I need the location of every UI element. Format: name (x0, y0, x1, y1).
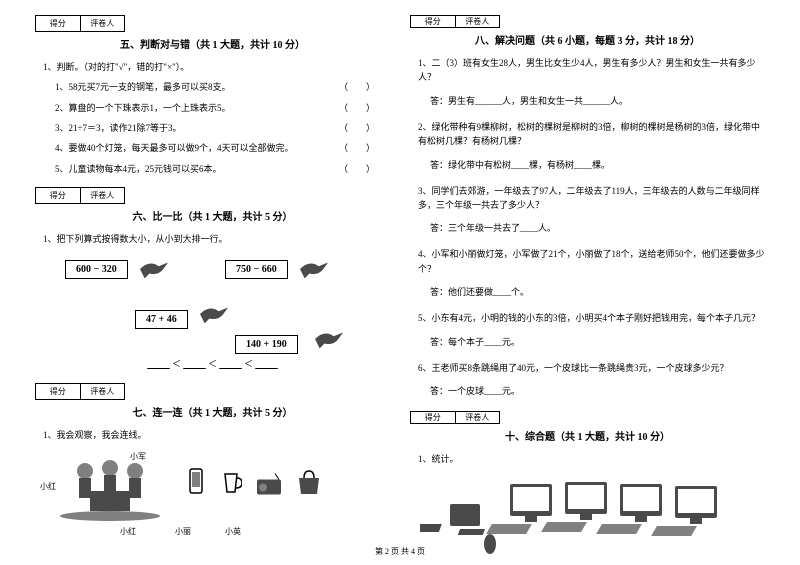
section-5-title: 五、判断对与错（共 1 大题，共计 10 分） (35, 36, 390, 51)
score-label: 得分 (36, 16, 81, 31)
q5-4: 4、要做40个灯笼，每天最多可以做9个，4天可以全部做完。（ ） (35, 141, 390, 155)
score-box-10: 得分 评卷人 (410, 411, 500, 424)
label-xl: 小丽 (175, 526, 191, 537)
q8-4: 4、小军和小丽做灯笼，小军做了21个，小丽做了18个，送给老师50个，他们还要做… (410, 247, 765, 276)
section-10-title: 十、综合题（共 1 大题，共计 10 分） (410, 428, 765, 443)
q5-3: 3、21÷7＝3，读作21除7等于3。（ ） (35, 121, 390, 135)
q8-6: 6、王老师买8条跳绳用了40元，一个皮球比一条跳绳贵3元，一个皮球多少元？ (410, 361, 765, 375)
a8-6: 答：一个皮球____元。 (430, 384, 765, 397)
calc-3: 47 + 46 (135, 310, 188, 329)
computer-diagram (410, 474, 765, 525)
reviewer-label: 评卷人 (456, 16, 500, 27)
section-6-intro: 1、把下列算式按得数大小，从小到大排一行。 (35, 232, 390, 246)
calc-2: 750 − 660 (225, 260, 288, 279)
reviewer-label: 评卷人 (81, 16, 125, 31)
bird-icon (135, 255, 173, 283)
phone-icon (185, 466, 207, 496)
q8-2: 2、绿化带种有9棵柳树，松树的棵树是柳树的3倍，柳树的棵树是杨树的3倍，绿化带中… (410, 120, 765, 149)
bird-icon (195, 300, 233, 328)
q8-1: 1、二（3）班有女生28人，男生比女生少4人，男生有多少人？男生和女生一共有多少… (410, 56, 765, 85)
bird-icon (295, 255, 333, 283)
q8-3: 3、同学们去郊游，一年级去了97人，二年级去了119人，三年级去的人数与二年级同… (410, 184, 765, 213)
score-box-7: 得分 评卷人 (35, 383, 125, 400)
label-xq: 小英 (225, 526, 241, 537)
reviewer-label: 评卷人 (81, 188, 125, 203)
radio-icon (255, 469, 283, 499)
q5-1: 1、58元买7元一支的钢笔，最多可以买8支。（ ） (35, 80, 390, 94)
section-6-title: 六、比一比（共 1 大题，共计 5 分） (35, 208, 390, 223)
bird-diagram: 600 − 320 750 − 660 47 + 46 140 + 190 ＜ … (35, 255, 390, 371)
label-xh: 小红 (120, 526, 136, 537)
section-8-title: 八、解决问题（共 6 小题，每题 3 分，共计 18 分） (410, 32, 765, 47)
bird-icon (310, 325, 348, 353)
score-label: 得分 (36, 384, 81, 399)
kids-group-icon (55, 456, 165, 521)
score-label: 得分 (411, 16, 456, 27)
a8-3: 答：三个年级一共去了____人。 (430, 221, 765, 234)
a8-2: 答：绿化带中有松树____棵，有杨树____棵。 (430, 158, 765, 171)
score-box-8: 得分 评卷人 (410, 15, 500, 28)
connect-diagram: 小军 小红 小红 小丽 小英 (35, 451, 390, 525)
bag-icon (295, 466, 323, 496)
compare-blanks: ＜ ＜ ＜ (35, 357, 390, 370)
page-footer: 第 2 页 共 4 页 (0, 546, 800, 557)
q5-2: 2、算盘的一个下珠表示1，一个上珠表示5。（ ） (35, 101, 390, 115)
reviewer-label: 评卷人 (81, 384, 125, 399)
calc-4: 140 + 190 (235, 335, 298, 354)
section-10-intro: 1、统计。 (410, 452, 765, 466)
score-label: 得分 (36, 188, 81, 203)
label-left: 小红 (40, 481, 56, 492)
section-7-intro: 1、我会观察，我会连线。 (35, 428, 390, 442)
calc-1: 600 − 320 (65, 260, 128, 279)
score-label: 得分 (411, 412, 456, 423)
section-5-intro: 1、判断。（对的打"√"，错的打"×"）。 (35, 60, 390, 74)
q8-5: 5、小东有4元，小明的钱的小东的3倍，小明买4个本子刚好把钱用完，每个本子几元？ (410, 311, 765, 325)
a8-4: 答：他们还要做____个。 (430, 285, 765, 298)
a8-1: 答：男生有______人，男生和女生一共______人。 (430, 94, 765, 107)
score-box-5: 得分 评卷人 (35, 15, 125, 32)
section-7-title: 七、连一连（共 1 大题，共计 5 分） (35, 404, 390, 419)
reviewer-label: 评卷人 (456, 412, 500, 423)
score-box-6: 得分 评卷人 (35, 187, 125, 204)
q5-5: 5、儿童读物每本4元，25元钱可以买6本。（ ） (35, 162, 390, 176)
a8-5: 答：每个本子____元。 (430, 335, 765, 348)
cup-icon (220, 466, 242, 496)
